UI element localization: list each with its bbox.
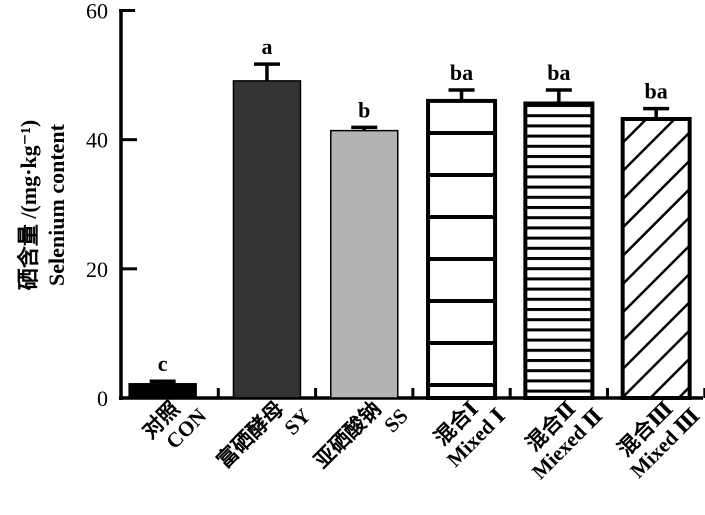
x-label-cn: 富硒酵母 <box>212 397 288 473</box>
significance-label: c <box>158 351 168 376</box>
y-tick-label: 40 <box>86 128 108 153</box>
significance-label: b <box>358 97 370 122</box>
bar-mixed-ⅰ <box>426 98 498 401</box>
significance-label: a <box>261 34 272 59</box>
significance-label: ba <box>645 79 668 104</box>
bar-sy <box>232 80 302 399</box>
y-tick-label: 0 <box>97 386 108 411</box>
significance-label: ba <box>547 60 570 85</box>
bar-miexed-ⅱ <box>523 101 595 400</box>
bar-con <box>128 383 197 399</box>
bar-ss <box>330 129 399 399</box>
bar-mixed-ⅲ <box>620 117 692 400</box>
y-tick-label: 20 <box>86 257 108 282</box>
x-label-en: SY <box>279 404 315 440</box>
y-tick-label: 60 <box>86 0 108 24</box>
x-label-cn: 亚硒酸钠 <box>309 397 385 473</box>
significance-label: ba <box>450 60 473 85</box>
x-label-en: SS <box>379 404 412 437</box>
y-axis-label-cn: 硒含量 /(mg·kg⁻¹) <box>16 120 41 290</box>
y-axis-label-en: Selenium content <box>44 123 69 286</box>
